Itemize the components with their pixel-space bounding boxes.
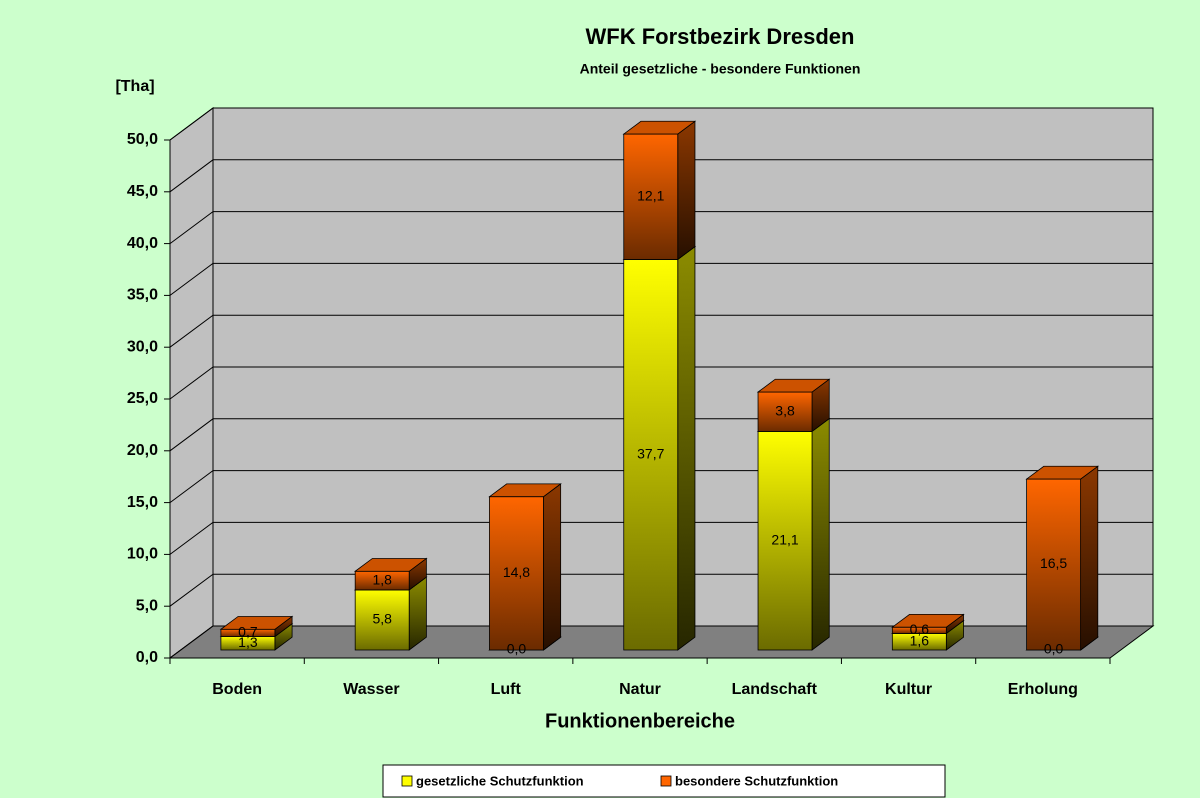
value-label: 1,8 [372,571,392,587]
legend: gesetzliche Schutzfunktion besondere Schu… [382,764,946,798]
bar-top [622,120,697,135]
y-tick-label: 45,0 [127,183,158,200]
x-tick-label: Landschaft [732,681,818,698]
y-tick-label: 25,0 [127,390,158,407]
bar-side [811,417,830,651]
y-tick-label: 40,0 [127,235,158,252]
bar [757,431,813,651]
grid-line [169,211,1153,245]
value-label: 5,8 [372,611,392,627]
grid-line [169,573,1153,607]
bar-side [677,120,696,261]
value-label: 21,1 [771,531,798,547]
grid-line [169,366,1153,400]
y-tick-label: 15,0 [127,494,158,511]
value-label: 3,8 [775,402,795,418]
x-tick-label: Erholung [1008,681,1078,698]
grid-line [169,314,1153,348]
legend-label: gesetzliche Schutzfunktion [416,773,584,788]
y-tick-label: 20,0 [127,442,158,459]
bar-top [756,378,831,393]
value-label: 12,1 [637,187,664,203]
bar [354,589,410,651]
y-tick-label: 50,0 [127,131,158,148]
value-label: 0,0 [1044,641,1064,657]
value-label: 0,0 [507,641,527,657]
grid-line [169,262,1153,296]
grid-line [169,418,1153,452]
bar [757,391,813,432]
value-label: 1,3 [238,634,258,650]
x-tick-label: Luft [491,681,522,698]
bar [1026,478,1082,651]
grid-line [169,159,1153,193]
bar-top [1025,465,1100,480]
x-tick-label: Kultur [885,681,932,698]
bar-side [543,483,562,651]
value-label: 37,7 [637,445,664,461]
bar-top [488,483,562,498]
grid-line [169,625,1153,659]
legend-label: besondere Schutzfunktion [675,773,838,788]
x-tick-label: Wasser [343,681,399,698]
bar-top [353,558,428,572]
value-label: 14,8 [503,564,530,580]
y-tick-label: 0,0 [136,649,158,666]
bar-side [1080,465,1099,651]
value-label: 16,5 [1040,555,1067,571]
y-tick-label: 30,0 [127,338,158,355]
x-tick-label: Boden [212,681,262,698]
bar [623,133,679,260]
bar-top [891,614,965,628]
legend-swatch [660,775,672,787]
chart-subtitle: Anteil gesetzliche - besondere Funktione… [580,61,861,77]
x-axis-label: Funktionenbereiche [545,710,735,732]
y-tick-label: 10,0 [127,546,158,563]
x-tick-label: Natur [619,681,661,698]
value-label: 1,6 [910,632,930,648]
value-label: 0,7 [238,624,258,640]
grid-line [169,521,1153,555]
bar-top [219,616,294,630]
chart-title: WFK Forstbezirk Dresden [586,24,855,49]
y-tick-label: 5,0 [136,597,158,614]
y-axis-label: [Tha] [115,78,154,95]
value-label: 0,6 [910,621,930,637]
y-tick-label: 35,0 [127,287,158,304]
grid-line [169,470,1153,504]
legend-swatch [401,775,413,787]
bar-side [677,245,696,651]
bar [623,259,679,651]
grid-line [169,107,1153,141]
